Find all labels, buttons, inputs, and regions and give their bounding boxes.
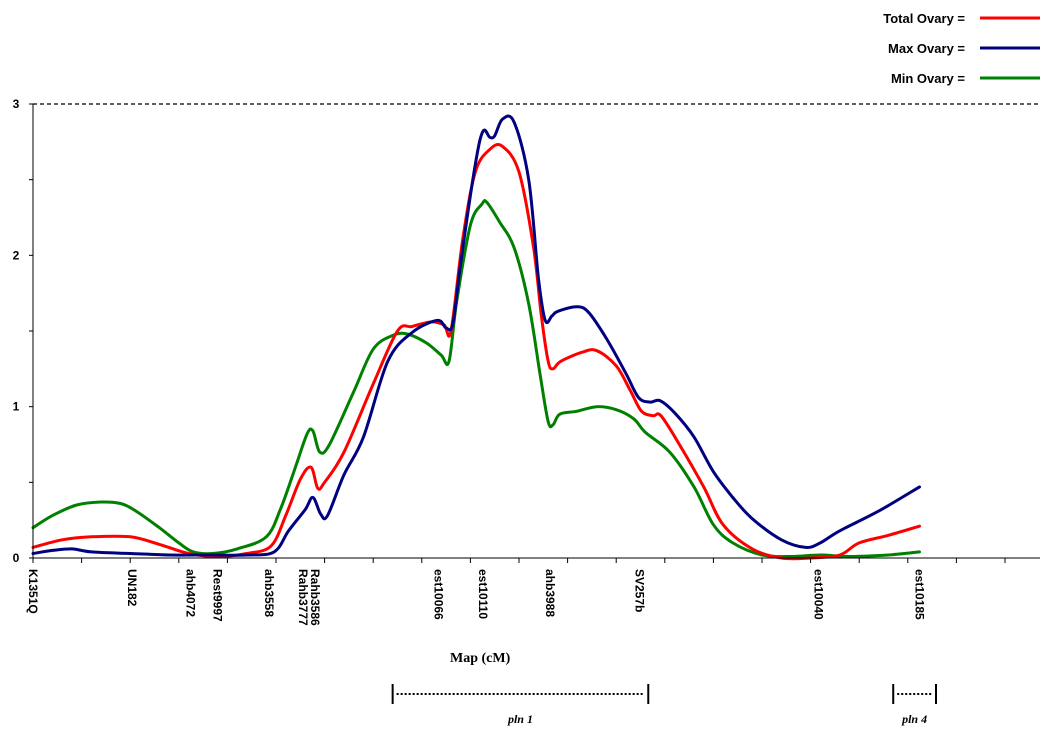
marker-label: est10066	[431, 569, 445, 620]
marker-label: SV257b	[633, 569, 647, 612]
marker-label: ahb3988	[543, 569, 557, 617]
marker-label: ahb3558	[262, 569, 276, 617]
marker-labels: K1351Q UN182 ahb4072 Rest9997 ahb3558 Rahb377…	[26, 569, 926, 626]
legend-label: Total Ovary =	[883, 11, 965, 26]
marker-label: Rahb3777	[296, 569, 310, 626]
x-ticks	[32, 558, 1006, 563]
x-axis-title: Map (cM)	[450, 651, 511, 666]
bracket-label: pln 1	[507, 712, 533, 726]
marker-label: Rest9997	[211, 569, 225, 622]
marker-label: est10185	[912, 569, 926, 620]
series-line-min-ovary	[31, 199, 921, 559]
legend: Total Ovary = Max Ovary = Min Ovary =	[883, 11, 1040, 86]
y-tick-label: 2	[13, 248, 20, 262]
marker-label: est10040	[811, 569, 825, 620]
series-line-max-ovary	[31, 114, 921, 557]
legend-label: Max Ovary =	[888, 41, 965, 56]
legend-label: Min Ovary =	[891, 71, 965, 86]
marker-label: K1351Q	[26, 569, 40, 614]
y-tick-label: 0	[13, 551, 20, 565]
y-tick-label: 1	[13, 400, 20, 414]
marker-label: ahb4072	[183, 569, 197, 617]
series-layer	[31, 114, 921, 561]
bracket-label: pln 4	[901, 712, 927, 726]
brackets: pln 1 pln 4	[391, 684, 937, 726]
series-line-total-ovary	[31, 143, 921, 561]
marker-label: est10110	[476, 569, 490, 619]
marker-label: Rahb3586	[308, 569, 322, 626]
marker-label: UN182	[125, 569, 139, 607]
y-ticks: 0 1 2 3	[13, 97, 33, 565]
y-tick-label: 3	[13, 97, 20, 111]
